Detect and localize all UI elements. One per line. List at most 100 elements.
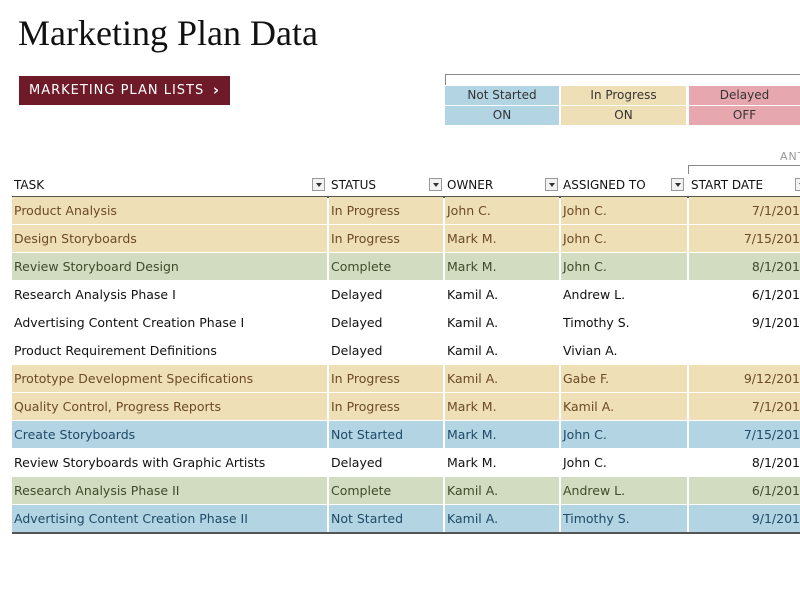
page-title: Marketing Plan Data xyxy=(18,13,318,53)
header-assigned-label: ASSIGNED TO xyxy=(563,178,646,192)
table-row[interactable]: Product Analysis In Progress John C. John C… xyxy=(12,197,800,225)
header-start-label: START DATE xyxy=(691,178,764,192)
cell-assigned-to[interactable]: John C. xyxy=(561,225,687,252)
cell-owner[interactable]: Mark M. xyxy=(445,449,559,476)
table-row[interactable]: Review Storyboard Design Complete Mark M. J… xyxy=(12,253,800,281)
filter-dropdown-icon[interactable] xyxy=(671,178,684,191)
cell-assigned-to[interactable]: John C. xyxy=(561,449,687,476)
cell-task[interactable]: Create Storyboards xyxy=(12,421,327,448)
header-status: STATUS xyxy=(329,175,445,196)
header-status-label: STATUS xyxy=(331,178,377,192)
cell-assigned-to[interactable]: John C. xyxy=(561,253,687,280)
table-row[interactable]: Research Analysis Phase I Delayed Kamil A.… xyxy=(12,281,800,309)
cell-task[interactable]: Quality Control, Progress Reports xyxy=(12,393,327,420)
cell-task[interactable]: Research Analysis Phase I xyxy=(12,281,327,308)
cell-owner[interactable]: Mark M. xyxy=(445,421,559,448)
cell-owner[interactable]: Kamil A. xyxy=(445,477,559,504)
chevron-right-icon: › xyxy=(212,81,220,99)
task-table: Product Analysis In Progress John C. John C… xyxy=(12,197,800,533)
marketing-plan-lists-button[interactable]: MARKETING PLAN LISTS › xyxy=(19,76,230,105)
cell-task[interactable]: Review Storyboard Design xyxy=(12,253,327,280)
cell-status[interactable]: In Progress xyxy=(329,197,443,224)
cell-owner[interactable]: Mark M. xyxy=(445,253,559,280)
cell-owner[interactable]: Mark M. xyxy=(445,225,559,252)
table-row[interactable]: Research Analysis Phase II Complete Kamil … xyxy=(12,477,800,505)
cell-start-date[interactable]: 8/1/201 xyxy=(689,449,800,476)
cell-owner[interactable]: John C. xyxy=(445,197,559,224)
cell-status[interactable]: Delayed xyxy=(329,337,443,364)
cell-task[interactable]: Design Storyboards xyxy=(12,225,327,252)
cell-status[interactable]: Not Started xyxy=(329,421,443,448)
cell-start-date[interactable]: 6/1/201 xyxy=(689,281,800,308)
legend-status-name: Not Started xyxy=(445,86,559,105)
cell-status[interactable]: In Progress xyxy=(329,393,443,420)
cell-status[interactable]: Delayed xyxy=(329,281,443,308)
filter-dropdown-icon[interactable] xyxy=(429,178,442,191)
cell-status[interactable]: Not Started xyxy=(329,505,443,532)
filter-dropdown-icon[interactable] xyxy=(545,178,558,191)
cell-task[interactable]: Research Analysis Phase II xyxy=(12,477,327,504)
header-owner-label: OWNER xyxy=(447,178,494,192)
header-owner: OWNER xyxy=(445,175,561,196)
table-row[interactable]: Advertising Content Creation Phase I Dela… xyxy=(12,309,800,337)
cell-owner[interactable]: Mark M. xyxy=(445,393,559,420)
cell-task[interactable]: Review Storyboards with Graphic Artists xyxy=(12,449,327,476)
cell-task[interactable]: Prototype Development Specifications xyxy=(12,365,327,392)
cell-task[interactable]: Advertising Content Creation Phase I xyxy=(12,309,327,336)
cell-start-date[interactable]: 9/1/201 xyxy=(689,309,800,336)
header-task: TASK xyxy=(12,175,328,196)
date-group-bracket xyxy=(688,165,800,174)
cell-start-date[interactable]: 7/15/201 xyxy=(689,225,800,252)
table-header: TASK STATUS OWNER ASSIGNED TO START DATE xyxy=(12,175,800,198)
cell-status[interactable]: In Progress xyxy=(329,365,443,392)
header-start-date: START DATE xyxy=(689,175,800,196)
cell-owner[interactable]: Kamil A. xyxy=(445,365,559,392)
legend-status-toggle[interactable]: ON xyxy=(445,106,559,125)
table-row[interactable]: Advertising Content Creation Phase II Not… xyxy=(12,505,800,533)
cell-start-date[interactable] xyxy=(689,337,800,364)
cell-start-date[interactable]: 9/1/201 xyxy=(689,505,800,532)
cell-task[interactable]: Product Requirement Definitions xyxy=(12,337,327,364)
cell-start-date[interactable]: 9/12/201 xyxy=(689,365,800,392)
cell-assigned-to[interactable]: Vivian A. xyxy=(561,337,687,364)
cell-start-date[interactable]: 7/15/201 xyxy=(689,421,800,448)
cell-status[interactable]: Delayed xyxy=(329,449,443,476)
cell-assigned-to[interactable]: Gabe F. xyxy=(561,365,687,392)
cell-start-date[interactable]: 6/1/201 xyxy=(689,477,800,504)
table-row[interactable]: Review Storyboards with Graphic Artists D… xyxy=(12,449,800,477)
cell-assigned-to[interactable]: Andrew L. xyxy=(561,281,687,308)
cell-assigned-to[interactable]: Kamil A. xyxy=(561,393,687,420)
cell-assigned-to[interactable]: Andrew L. xyxy=(561,477,687,504)
cell-status[interactable]: Complete xyxy=(329,253,443,280)
header-task-label: TASK xyxy=(14,178,45,192)
cell-assigned-to[interactable]: John C. xyxy=(561,197,687,224)
cell-owner[interactable]: Kamil A. xyxy=(445,309,559,336)
table-row[interactable]: Design Storyboards In Progress Mark M. John… xyxy=(12,225,800,253)
cell-status[interactable]: In Progress xyxy=(329,225,443,252)
cell-assigned-to[interactable]: Timothy S. xyxy=(561,505,687,532)
cell-owner[interactable]: Kamil A. xyxy=(445,281,559,308)
table-row[interactable]: Product Requirement Definitions Delayed Ka… xyxy=(12,337,800,365)
legend-status-toggle[interactable]: OFF xyxy=(689,106,800,125)
cell-start-date[interactable]: 7/1/201 xyxy=(689,197,800,224)
cell-assigned-to[interactable]: John C. xyxy=(561,421,687,448)
table-row[interactable]: Create Storyboards Not Started Mark M. John… xyxy=(12,421,800,449)
cell-task[interactable]: Product Analysis xyxy=(12,197,327,224)
cell-status[interactable]: Complete xyxy=(329,477,443,504)
date-group-label: ANT xyxy=(780,150,800,163)
table-row[interactable]: Prototype Development Specifications In P… xyxy=(12,365,800,393)
cell-start-date[interactable]: 7/1/201 xyxy=(689,393,800,420)
legend-status-toggle[interactable]: ON xyxy=(561,106,686,125)
filter-dropdown-icon[interactable] xyxy=(312,178,325,191)
legend-status-name: Delayed xyxy=(689,86,800,105)
cell-task[interactable]: Advertising Content Creation Phase II xyxy=(12,505,327,532)
cell-start-date[interactable]: 8/1/201 xyxy=(689,253,800,280)
cell-status[interactable]: Delayed xyxy=(329,309,443,336)
filter-dropdown-icon[interactable] xyxy=(795,178,800,191)
cell-assigned-to[interactable]: Timothy S. xyxy=(561,309,687,336)
cell-owner[interactable]: Kamil A. xyxy=(445,505,559,532)
table-row[interactable]: Quality Control, Progress Reports In Prog… xyxy=(12,393,800,421)
legend-status-name: In Progress xyxy=(561,86,686,105)
cell-owner[interactable]: Kamil A. xyxy=(445,337,559,364)
lists-button-label: MARKETING PLAN LISTS xyxy=(29,83,205,98)
